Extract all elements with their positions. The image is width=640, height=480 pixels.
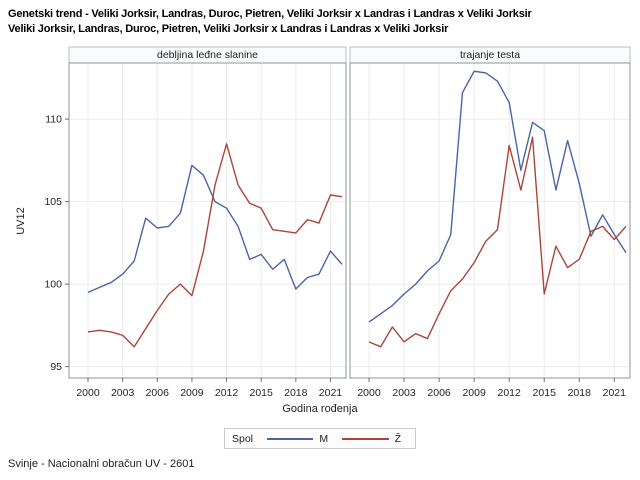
panel-header-test-duration: trajanje testa [459,49,521,61]
svg-text:2003: 2003 [111,387,135,399]
svg-text:2018: 2018 [568,387,592,399]
svg-text:2015: 2015 [533,387,557,399]
svg-text:2000: 2000 [76,387,100,399]
panel-header-backfat: debljina leđne slanine [157,49,258,61]
svg-text:2006: 2006 [427,387,451,399]
svg-text:110: 110 [45,114,62,126]
svg-text:2000: 2000 [357,387,381,399]
svg-text:2009: 2009 [462,387,486,399]
legend-label-male: M [319,432,329,445]
y-axis-label: UV12 [15,207,27,235]
legend: Spol M Ž [224,428,416,449]
legend-line-female-swatch [342,437,389,440]
svg-text:2021: 2021 [319,387,343,399]
legend-title: Spol [232,432,254,445]
chart-title-line2: Veliki Jorksir, Landras, Duroc, Pietren,… [8,23,449,35]
svg-text:2015: 2015 [250,387,274,399]
footer-note: Svinje - Nacionalni obračun UV - 2601 [8,458,195,470]
svg-text:2012: 2012 [498,387,522,399]
svg-text:2021: 2021 [603,387,627,399]
legend-label-female: Ž [394,432,401,445]
chart-title-line1: Genetski trend - Veliki Jorksir, Landras… [8,8,532,20]
legend-line-male-swatch [267,437,314,440]
svg-text:95: 95 [50,361,62,373]
svg-text:2009: 2009 [180,387,204,399]
svg-text:2018: 2018 [284,387,308,399]
svg-text:2003: 2003 [392,387,416,399]
chart-title: Genetski trend - Veliki Jorksir, Landras… [8,7,636,37]
x-axis-label: Godina rođenja [282,403,358,415]
svg-text:2012: 2012 [215,387,239,399]
svg-text:100: 100 [44,279,62,291]
svg-text:105: 105 [44,196,62,208]
svg-text:2006: 2006 [146,387,170,399]
